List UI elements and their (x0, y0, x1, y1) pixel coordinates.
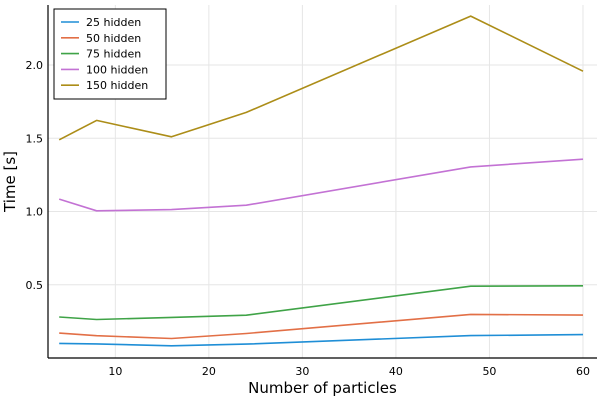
series-line-50-hidden (59, 313, 584, 340)
y-axis-label: Time [s] (1, 151, 19, 213)
series-line-150-hidden (58, 15, 584, 141)
y-tick-label: 0.5 (26, 279, 44, 292)
grid (48, 5, 597, 358)
legend-label: 100 hidden (86, 63, 148, 76)
legend-label: 50 hidden (86, 32, 141, 45)
legend-label: 150 hidden (86, 79, 148, 92)
x-tick-label: 10 (108, 365, 122, 378)
legend-label: 75 hidden (86, 48, 141, 61)
series-line-100-hidden (58, 158, 584, 212)
series-line-25-hidden (59, 333, 584, 347)
x-tick-label: 60 (576, 365, 590, 378)
legend: 25 hidden 50 hidden 75 hidden 100 hidden 150… (53, 8, 167, 100)
x-tick-label: 40 (389, 365, 403, 378)
x-tick-label: 30 (295, 365, 309, 378)
series-lines (58, 15, 584, 347)
tick-labels: 10 20 30 40 50 60 0.5 1.0 1.5 2.0 (26, 59, 590, 378)
axes (47, 5, 597, 359)
x-axis-label: Number of particles (248, 379, 397, 397)
y-tick-label: 1.0 (26, 206, 44, 219)
y-tick-label: 1.5 (26, 132, 44, 145)
x-tick-label: 20 (202, 365, 216, 378)
x-tick-label: 50 (482, 365, 496, 378)
series-line-75-hidden (59, 284, 584, 321)
y-tick-label: 2.0 (26, 59, 44, 72)
legend-label: 25 hidden (86, 16, 141, 29)
